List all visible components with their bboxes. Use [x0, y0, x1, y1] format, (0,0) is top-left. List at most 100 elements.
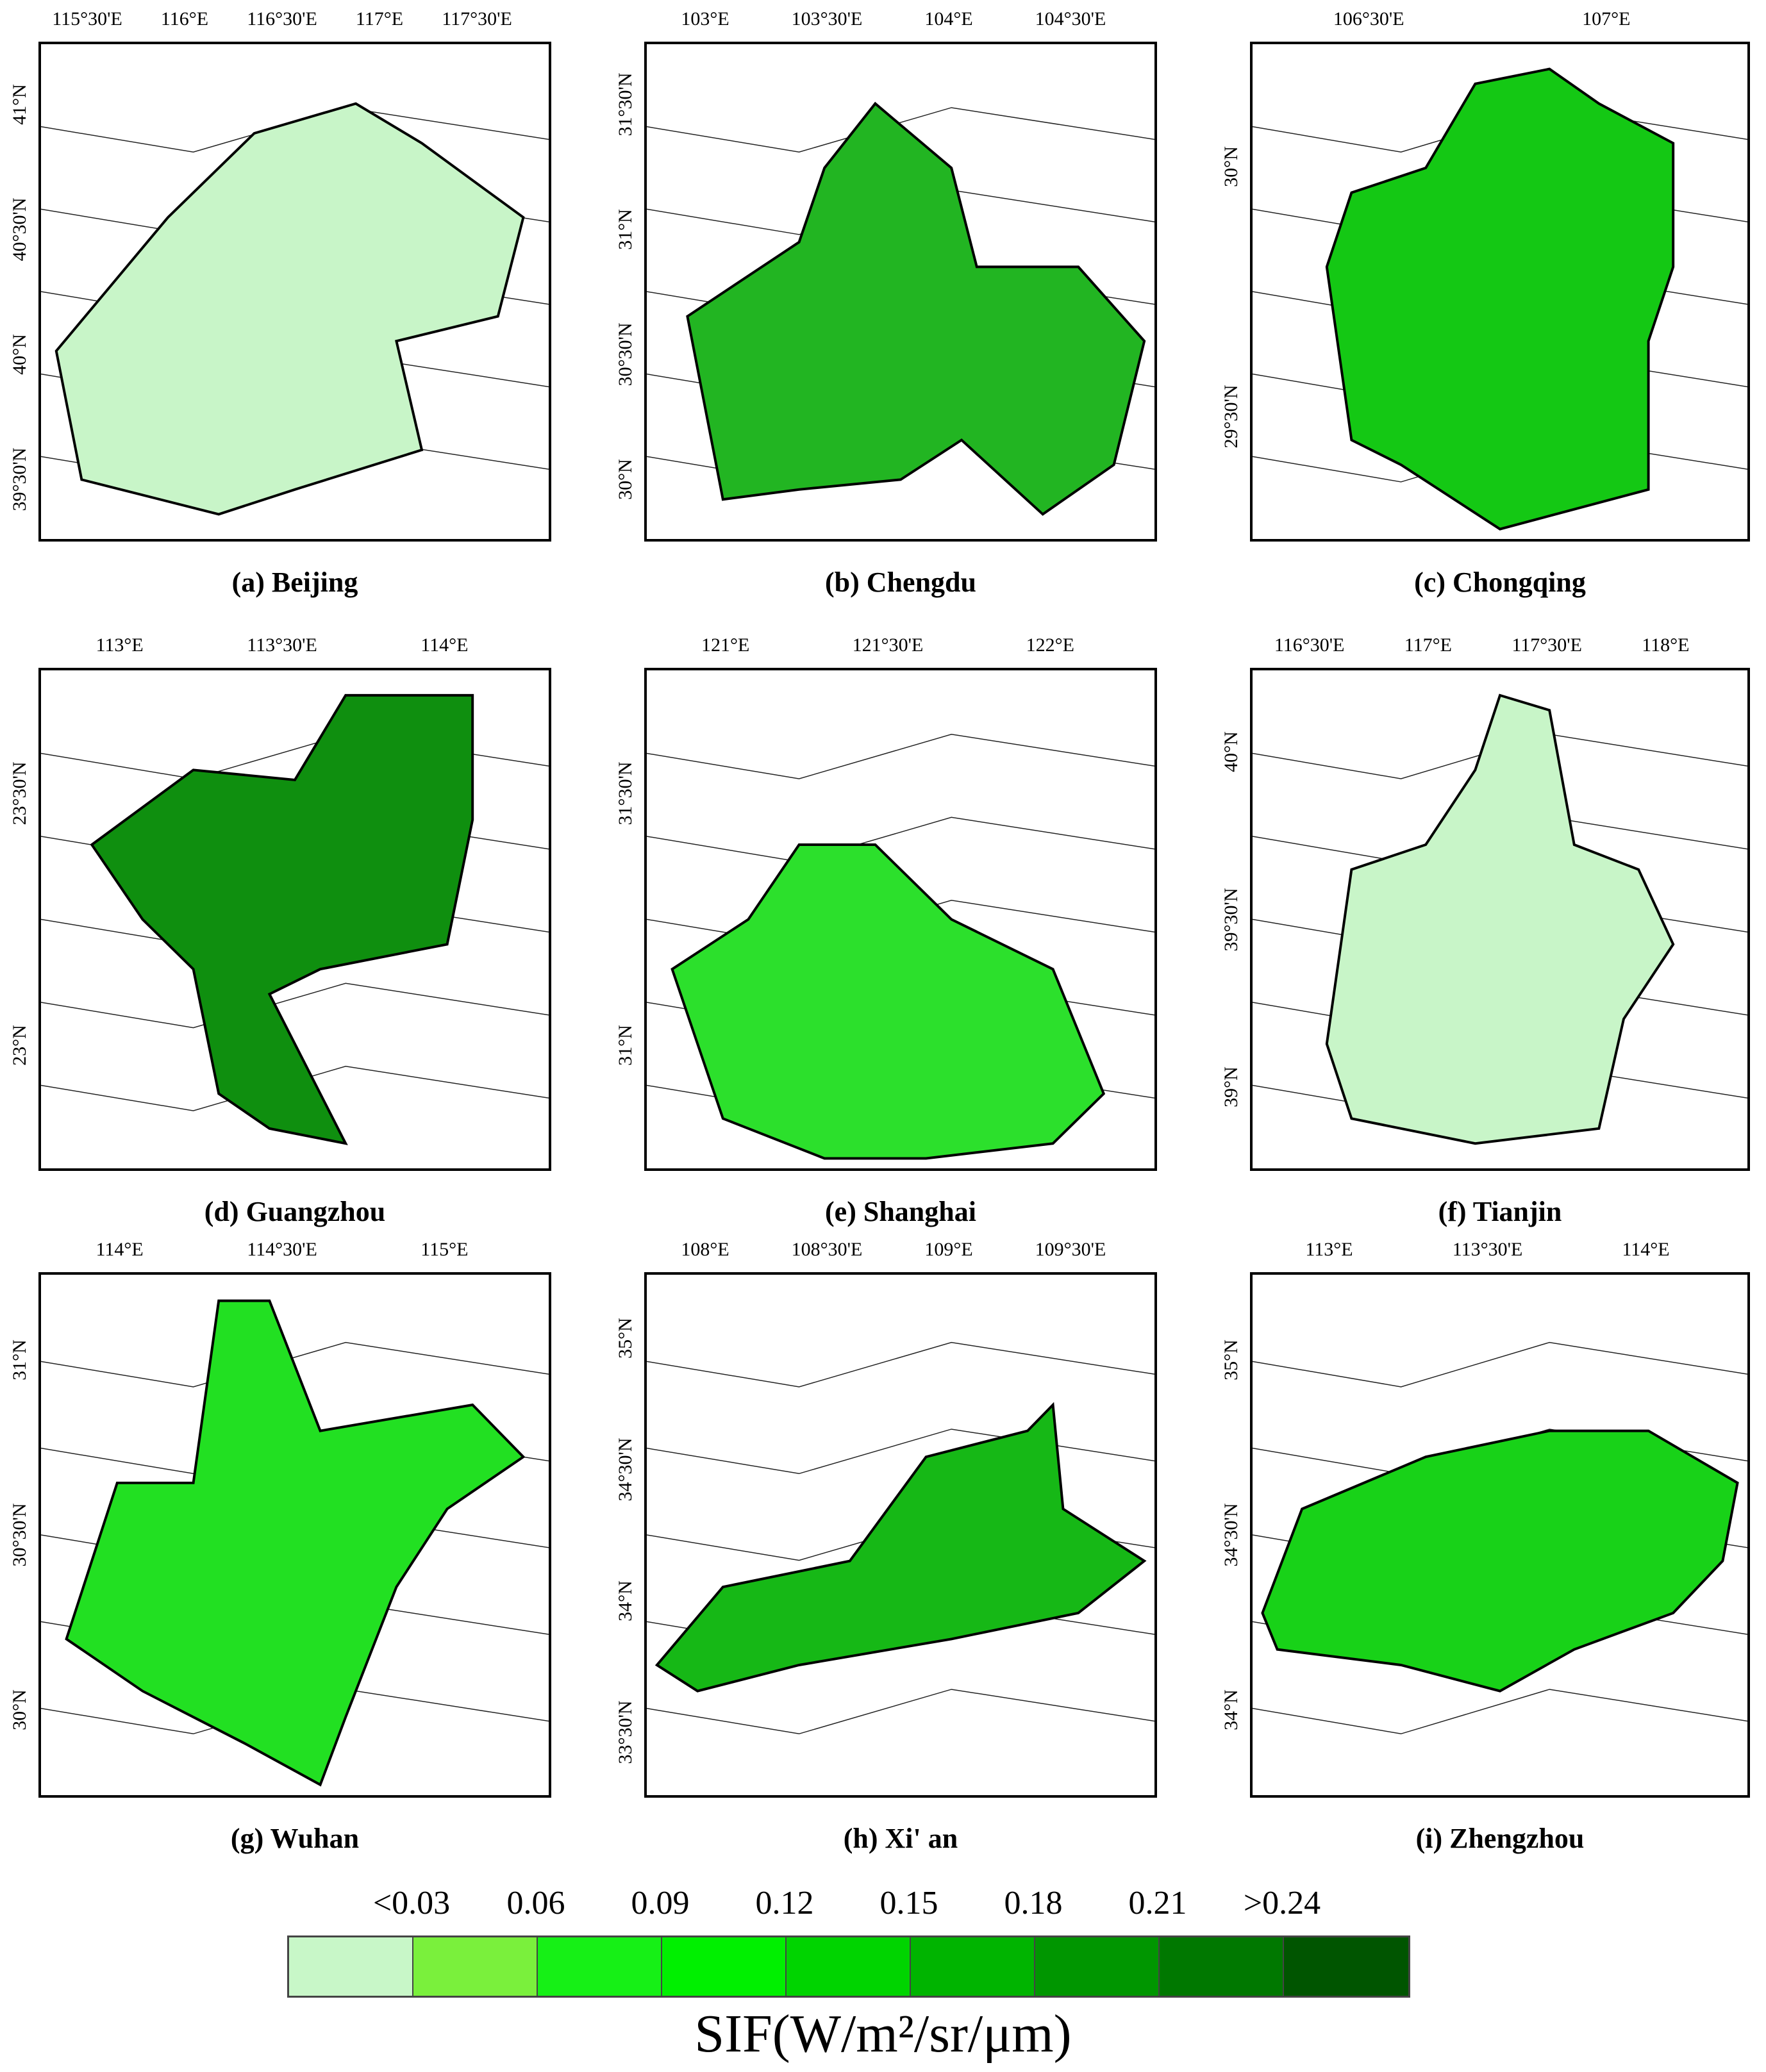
panel-caption: (h) Xi' an	[843, 1823, 958, 1854]
panel-caption: (e) Shanghai	[825, 1196, 976, 1227]
y-tick-label: 30°N	[615, 458, 636, 500]
panel-caption: (d) Guangzhou	[204, 1196, 386, 1227]
map-frame	[644, 42, 1157, 542]
panel-caption: (c) Chongqing	[1414, 567, 1586, 598]
city-region	[54, 102, 525, 516]
y-tick-label: 31°30'N	[615, 72, 636, 137]
legend-label: 0.12	[755, 1885, 814, 1921]
map-frame	[38, 42, 551, 542]
y-tick-label: 41°N	[9, 83, 30, 125]
legend-label: 0.09	[631, 1885, 690, 1921]
legend-label: <0.03	[372, 1885, 451, 1921]
x-tick-label: 116°E	[160, 8, 209, 29]
x-tick-label: 109°30'E	[1035, 1239, 1106, 1260]
y-tick-label: 34°N	[1220, 1689, 1242, 1731]
panel-caption: (g) Wuhan	[230, 1823, 360, 1854]
x-tick-label: 114°E	[1622, 1239, 1670, 1260]
x-tick-label: 108°E	[681, 1239, 729, 1260]
x-tick-label: 113°30'E	[247, 634, 317, 656]
panel-caption: (b) Chengdu	[825, 567, 976, 598]
map-frame	[1250, 1272, 1750, 1798]
y-tick-label: 39°N	[1220, 1066, 1242, 1107]
y-tick-label: 34°30'N	[1220, 1503, 1242, 1567]
legend-swatch	[413, 1937, 538, 1996]
x-tick-label: 116°30'E	[247, 8, 317, 29]
y-tick-label: 30°30'N	[615, 322, 636, 386]
x-tick-label: 121°E	[701, 634, 750, 656]
panel-caption: (f) Tianjin	[1438, 1196, 1562, 1227]
x-tick-label: 115°30'E	[52, 8, 122, 29]
y-tick-label: 31°30'N	[615, 761, 636, 825]
map-frame	[644, 668, 1157, 1171]
city-region	[686, 101, 1146, 516]
x-tick-label: 113°E	[96, 634, 144, 656]
city-region	[1325, 693, 1675, 1145]
x-tick-label: 108°30'E	[791, 1239, 863, 1260]
x-tick-label: 109°E	[924, 1239, 973, 1260]
y-tick-label: 31°N	[9, 1339, 30, 1380]
city-region	[90, 693, 474, 1145]
legend-label: 0.21	[1128, 1885, 1187, 1921]
map-frame	[38, 668, 551, 1171]
city-region	[654, 1402, 1147, 1693]
x-tick-label: 117°30'E	[1512, 634, 1582, 656]
x-tick-label: 107°E	[1582, 8, 1631, 29]
x-tick-label: 117°E	[1404, 634, 1452, 656]
panel-caption: (i) Zhengzhou	[1415, 1823, 1585, 1854]
y-tick-label: 30°N	[9, 1689, 30, 1731]
legend-swatch	[1035, 1937, 1160, 1996]
x-tick-label: 117°30'E	[442, 8, 512, 29]
legend-label: 0.15	[879, 1885, 938, 1921]
y-tick-label: 34°30'N	[615, 1437, 636, 1502]
y-tick-label: 33°30'N	[615, 1700, 636, 1764]
x-tick-label: 122°E	[1026, 634, 1074, 656]
x-tick-label: 117°E	[355, 8, 404, 29]
x-tick-label: 106°30'E	[1333, 8, 1404, 29]
y-tick-label: 31°N	[615, 1024, 636, 1066]
x-tick-label: 118°E	[1642, 634, 1690, 656]
map-frame	[1250, 668, 1750, 1171]
y-tick-label: 35°N	[1220, 1339, 1242, 1380]
y-tick-label: 40°N	[1220, 731, 1242, 772]
x-tick-label: 115°E	[421, 1239, 469, 1260]
legend-unit: SIF(W/m²/sr/μm)	[694, 2004, 1072, 2064]
x-tick-label: 104°30'E	[1035, 8, 1106, 29]
legend-swatch	[1284, 1937, 1408, 1996]
city-region	[65, 1299, 526, 1787]
y-tick-label: 39°30'N	[9, 447, 30, 511]
x-tick-label: 113°30'E	[1452, 1239, 1523, 1260]
x-tick-label: 114°30'E	[247, 1239, 317, 1260]
y-tick-label: 34°N	[615, 1580, 636, 1621]
x-tick-label: 113°E	[1305, 1239, 1353, 1260]
legend-swatch	[787, 1937, 911, 1996]
legend-swatch	[538, 1937, 662, 1996]
legend-swatch	[1160, 1937, 1284, 1996]
y-tick-label: 40°N	[9, 333, 30, 375]
color-scale-bar	[287, 1935, 1410, 1998]
x-tick-label: 103°E	[681, 8, 729, 29]
legend-swatch	[662, 1937, 787, 1996]
y-tick-label: 23°N	[9, 1024, 30, 1066]
legend-label: >0.24	[1243, 1885, 1321, 1921]
legend-label: 0.06	[506, 1885, 565, 1921]
legend-label: 0.18	[1004, 1885, 1063, 1921]
panel-caption: (a) Beijing	[231, 567, 358, 598]
legend-swatch	[911, 1937, 1035, 1996]
x-tick-label: 114°E	[421, 634, 469, 656]
y-tick-label: 29°30'N	[1220, 385, 1242, 449]
y-tick-label: 23°30'N	[9, 761, 30, 825]
legend-swatch	[289, 1937, 413, 1996]
y-tick-label: 40°30'N	[9, 197, 30, 261]
x-tick-label: 114°E	[96, 1239, 144, 1260]
x-tick-label: 104°E	[924, 8, 973, 29]
y-tick-label: 30°30'N	[9, 1503, 30, 1567]
y-tick-label: 39°30'N	[1220, 887, 1242, 952]
map-frame	[38, 1272, 551, 1798]
y-tick-label: 30°N	[1220, 146, 1242, 187]
y-tick-label: 35°N	[615, 1317, 636, 1359]
city-region	[1325, 67, 1675, 531]
x-tick-label: 121°30'E	[852, 634, 924, 656]
map-frame	[1250, 42, 1750, 542]
city-region	[1261, 1429, 1739, 1693]
map-frame	[644, 1272, 1157, 1798]
